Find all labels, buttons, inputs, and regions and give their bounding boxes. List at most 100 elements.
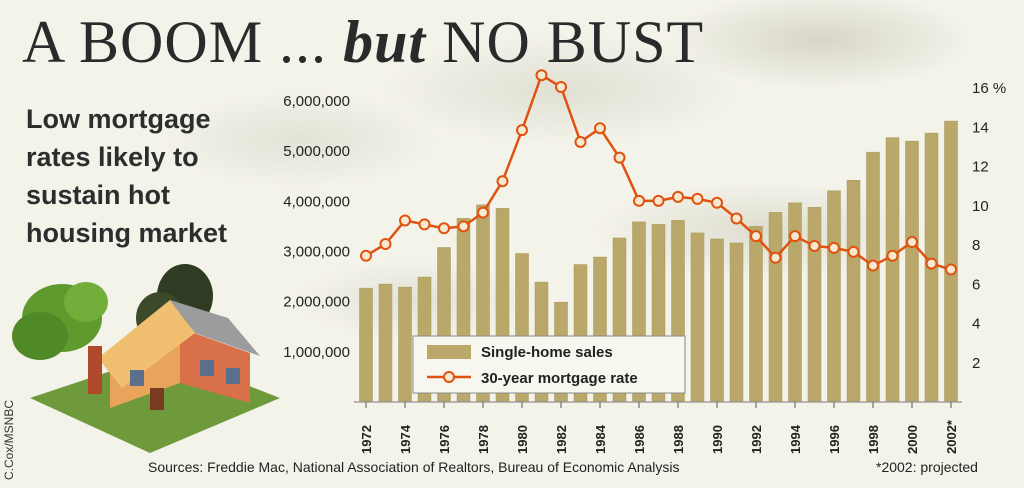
rate-point-1972 [360,249,372,262]
rate-point-1991 [730,212,743,225]
x-tick-label: 1998 [866,425,881,454]
chart-subhead: Low mortgage rates likely to sustain hot… [26,104,228,248]
bar-1997 [846,180,861,402]
rate-point-1977 [457,220,470,233]
x-tick-label: 2000 [905,425,920,454]
left-tick-label: 1,000,000 [283,344,350,361]
bar-1998 [866,151,880,402]
x-tick-label: 1972 [359,425,374,454]
right-axis: 2 4 6 8 10 12 14 16 % [972,80,1006,372]
bar-1990 [710,238,724,402]
credit-label: C.Cox/MSNBC [2,399,16,480]
rate-point-2001 [925,257,938,270]
x-tick-label: 1988 [671,425,686,454]
house-door [150,388,164,410]
chart-legend: Single-home sales 30-year mortgage rate [412,335,686,394]
bar-1992 [749,226,763,402]
right-tick-label: 12 [972,159,989,176]
x-axis: 1972 1974 1976 1978 1980 1982 1984 1986 1988 1990… [354,401,962,454]
rate-point-1979 [496,175,509,188]
rate-point-1996 [828,241,840,254]
right-tick-label: 10 [972,198,989,215]
rate-point-1976 [438,222,450,235]
rate-point-1993 [769,251,782,264]
x-tick-label: 1986 [632,425,647,454]
x-tick-label: 2002* [944,419,959,454]
right-tick-label: 8 [972,237,980,254]
rate-point-1989 [691,192,704,205]
left-tick-label: 6,000,000 [283,93,350,110]
bar-2000 [905,140,919,402]
rate-point-1982 [555,81,567,93]
right-tick-label: 6 [972,276,980,293]
line-series [360,69,957,276]
rate-point-2002 [945,263,957,276]
x-tick-label: 1992 [749,425,764,454]
sources-note: Sources: Freddie Mac, National Associati… [148,459,680,475]
chimney [88,346,102,394]
rate-point-1998 [867,259,879,272]
rate-point-1992 [750,230,762,243]
x-tick-label: 1974 [398,424,413,454]
right-tick-label: 14 [972,119,989,136]
right-tick-label: 2 [972,355,980,372]
bar-2002 [944,120,958,402]
x-tick-label: 1984 [593,424,608,454]
legend-bar-swatch [427,345,471,359]
bar-1974 [398,286,412,402]
rate-point-2000 [906,236,918,249]
x-tick-label: 1980 [515,425,530,454]
rate-point-1980 [516,124,528,137]
bar-1993 [768,212,783,402]
house-illustration [12,264,280,453]
rate-point-1988 [672,190,684,203]
x-tick-label: 1990 [710,425,725,454]
rate-point-1987 [652,194,665,207]
rate-point-1997 [847,245,860,258]
headline-part-1: A BOOM ... [22,9,344,75]
rate-point-1983 [574,135,587,148]
bar-1999 [885,137,900,402]
rate-point-1973 [379,238,392,250]
bar-1989 [690,232,705,402]
projected-note: *2002: projected [876,459,978,475]
legend-label-rate: 30-year mortgage rate [481,370,638,387]
rate-point-1999 [886,249,899,262]
bar-1995 [807,207,822,402]
bar-1991 [729,242,744,402]
rate-point-1984 [594,122,606,135]
rate-point-1990 [711,196,723,209]
x-tick-label: 1982 [554,425,569,454]
chart-headline: A BOOM ... but NO BUST [22,10,704,74]
rate-point-1975 [418,218,431,231]
rate-point-1974 [399,214,411,227]
left-tick-label: 3,000,000 [283,244,350,261]
bar-1994 [788,202,802,402]
rate-point-1985 [613,151,626,164]
headline-part-2: but [343,9,427,75]
left-tick-label: 2,000,000 [283,294,350,311]
left-tick-label: 4,000,000 [283,193,350,210]
bar-1996 [827,190,841,402]
roof-front [98,300,195,388]
bars-series [359,120,958,402]
rate-point-1981 [535,69,548,82]
rate-point-1986 [633,194,645,207]
x-tick-label: 1994 [788,424,803,454]
rate-point-1978 [477,206,489,219]
rate-point-1995 [808,239,821,252]
bar-1972 [359,287,373,402]
x-tick-label: 1978 [476,425,491,454]
left-tick-label: 5,000,000 [283,143,350,160]
rate-point-1994 [789,230,801,243]
x-tick-label: 1976 [437,425,452,454]
x-tick-label: 1996 [827,425,842,454]
right-tick-label: 16 % [972,80,1006,97]
headline-part-3: NO BUST [426,9,705,75]
left-axis: 1,000,000 2,000,000 3,000,000 4,000,000 5,00… [283,93,350,361]
right-tick-label: 4 [972,316,980,333]
roof-side [170,300,260,356]
bar-1973 [378,283,393,402]
legend-label-sales: Single-home sales [481,344,613,361]
